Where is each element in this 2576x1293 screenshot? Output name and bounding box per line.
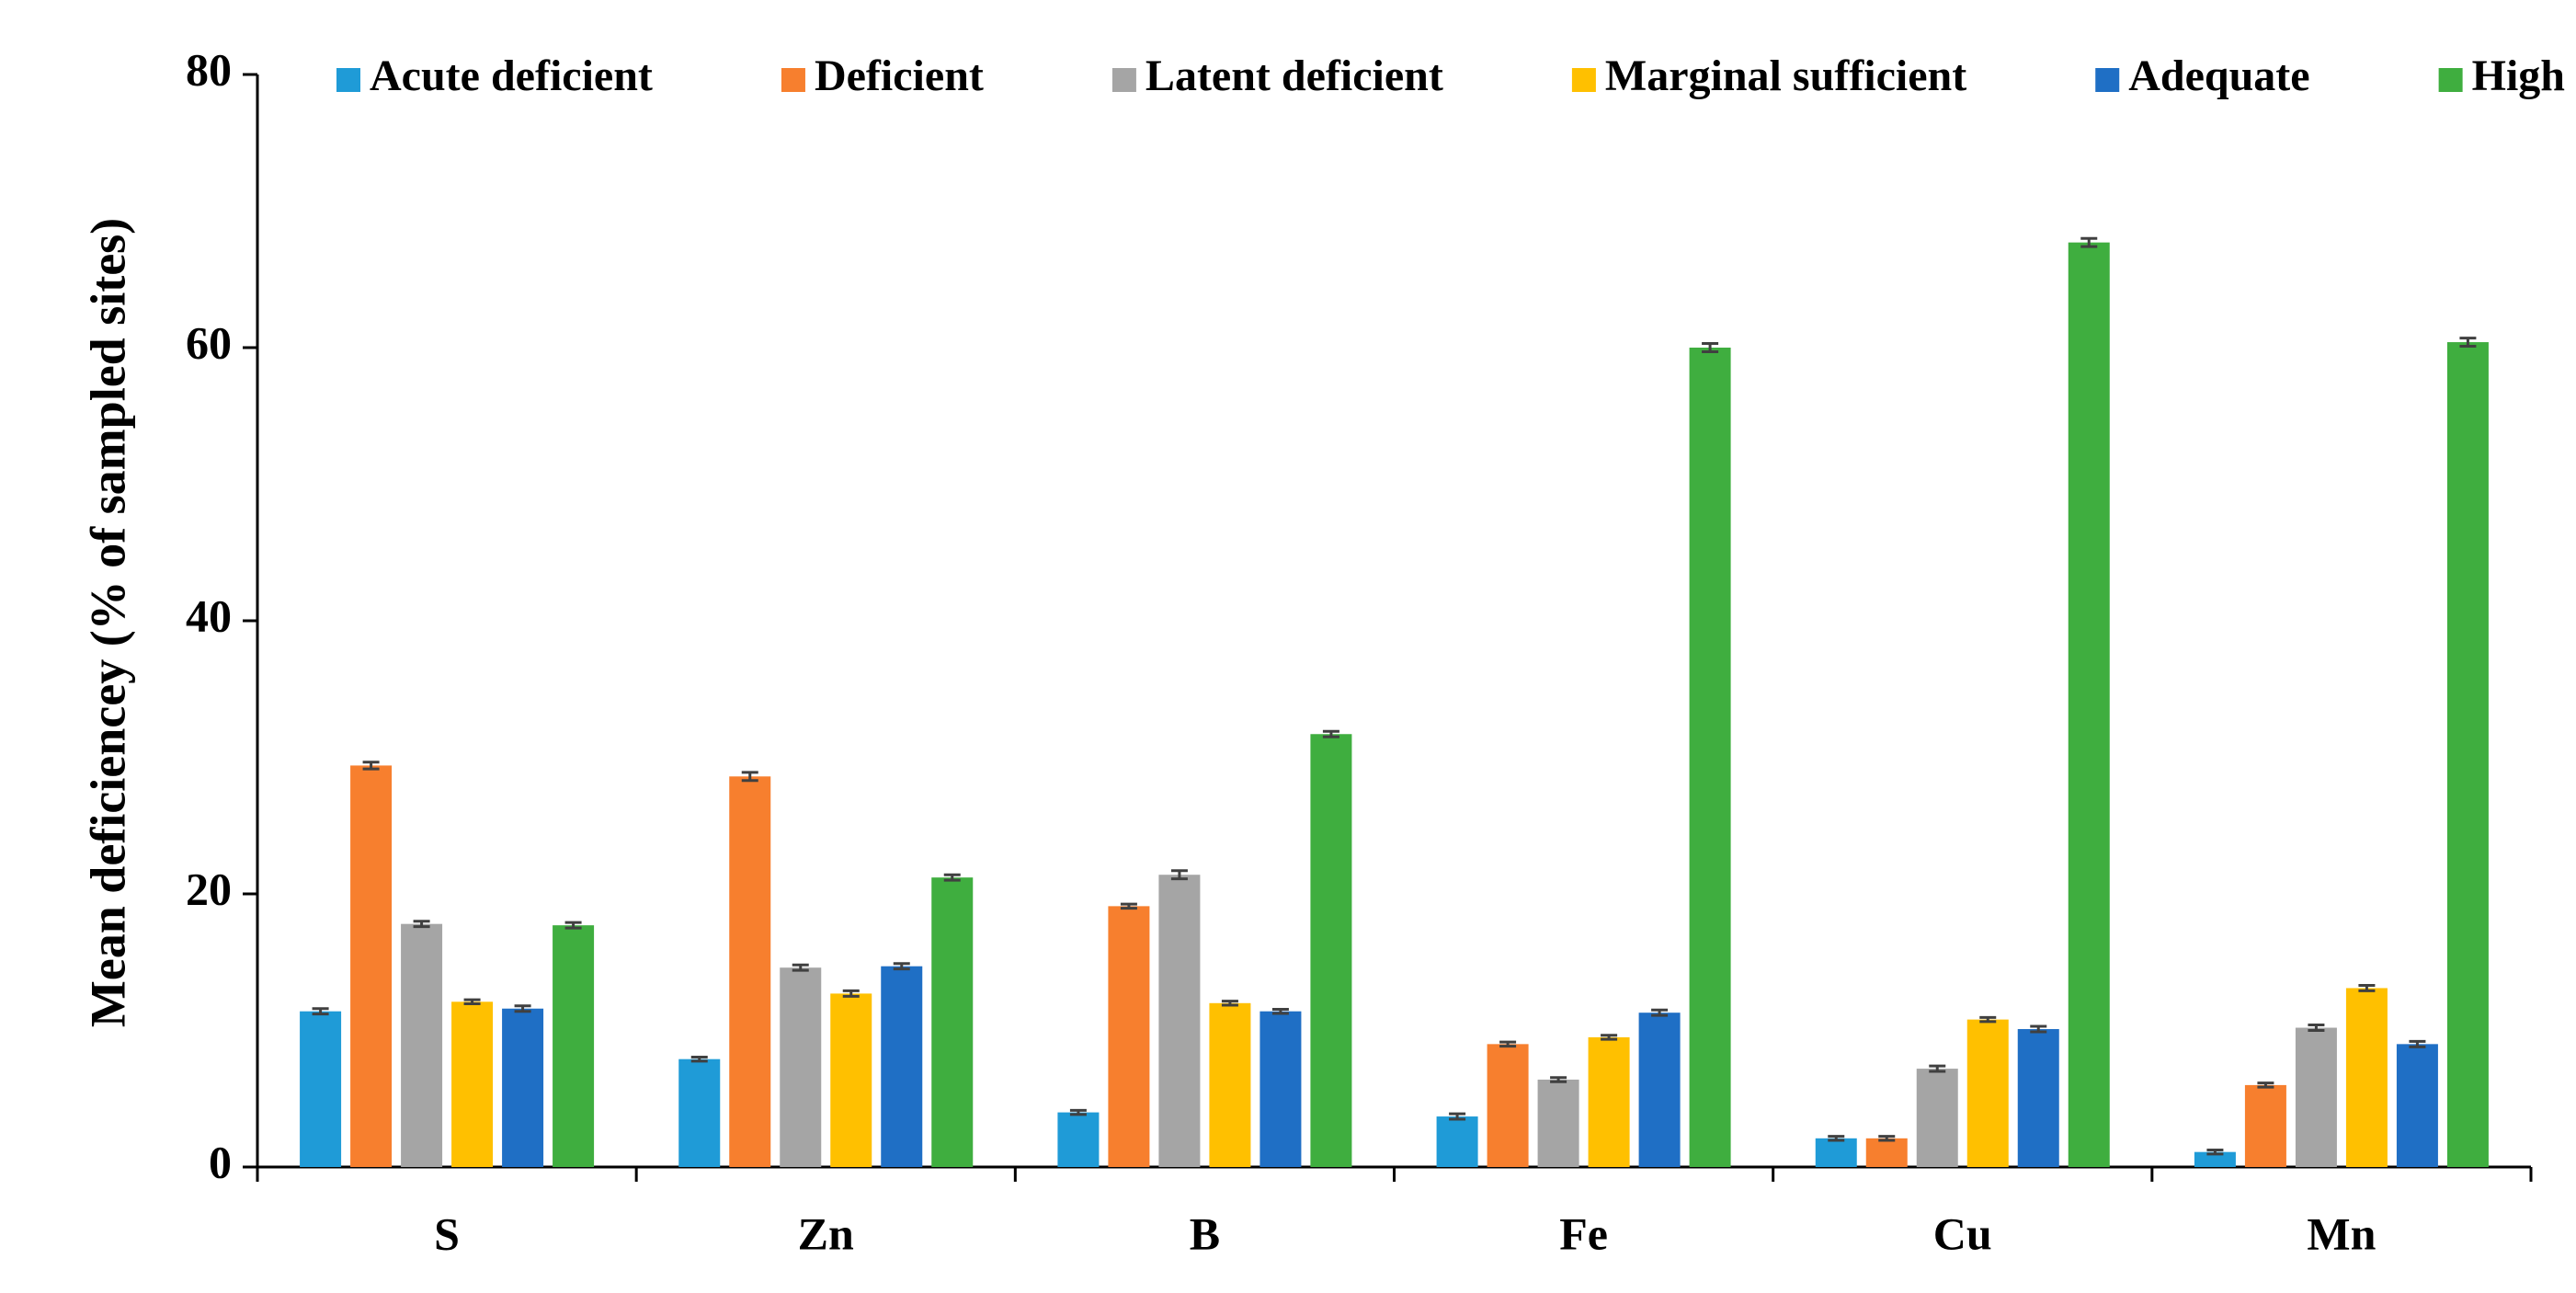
- error-bar: [1170, 869, 1188, 881]
- legend-swatch: [781, 68, 805, 92]
- error-bar: [1271, 1007, 1289, 1015]
- bar: [2446, 342, 2489, 1167]
- error-bar: [893, 962, 910, 971]
- y-axis-title: Mean deficiencey (% of sampled sites): [80, 218, 135, 1027]
- error-bar: [1702, 342, 1719, 353]
- error-bar: [1221, 1000, 1238, 1007]
- bar: [1916, 1069, 1958, 1167]
- error-bar: [2206, 1148, 2224, 1156]
- bar: [729, 776, 771, 1167]
- error-bar: [1499, 1040, 1517, 1048]
- error-bar: [2030, 1024, 2047, 1034]
- bar: [830, 993, 872, 1167]
- y-tick-label: 40: [186, 589, 232, 641]
- y-tick-label: 0: [209, 1136, 232, 1187]
- bar: [1638, 1013, 1681, 1167]
- legend-label: Marginal sufficient: [1605, 51, 1966, 100]
- x-tick-label: Mn: [2307, 1207, 2376, 1259]
- bar: [1260, 1011, 1302, 1167]
- legend-label: Deficient: [815, 51, 984, 100]
- bar: [1865, 1138, 1908, 1167]
- x-tick-label: Fe: [1559, 1207, 1608, 1259]
- x-tick-label: B: [1190, 1207, 1220, 1259]
- bar: [1689, 348, 1731, 1167]
- legend-label: High: [2472, 51, 2565, 100]
- error-bar: [1449, 1112, 1466, 1121]
- bar: [1815, 1138, 1857, 1167]
- bar: [2068, 242, 2110, 1167]
- bar: [931, 877, 974, 1167]
- legend-swatch: [1571, 68, 1596, 92]
- bar: [2295, 1027, 2337, 1167]
- error-bar: [1979, 1015, 1997, 1024]
- error-bar: [1601, 1034, 1618, 1041]
- error-bar: [2080, 236, 2098, 248]
- bar: [1487, 1044, 1529, 1167]
- error-bar: [1651, 1008, 1669, 1017]
- bar: [1310, 734, 1352, 1167]
- bar: [502, 1008, 544, 1167]
- x-tick-label: Zn: [798, 1207, 854, 1259]
- bar: [2194, 1151, 2236, 1167]
- error-bar: [943, 873, 961, 882]
- error-bar: [564, 921, 582, 930]
- error-bar: [1120, 902, 1137, 910]
- legend-label: Latent deficient: [1146, 51, 1443, 100]
- bar: [1436, 1116, 1478, 1167]
- error-bar: [2257, 1081, 2274, 1089]
- error-bar: [1322, 729, 1339, 738]
- error-bar: [463, 998, 481, 1006]
- bar: [678, 1058, 721, 1167]
- error-bar: [2308, 1024, 2325, 1032]
- legend-swatch: [2095, 68, 2120, 92]
- bar: [401, 923, 443, 1167]
- legend-label: Acute deficient: [370, 51, 653, 100]
- error-bar: [842, 989, 860, 998]
- legend-swatch: [336, 68, 360, 92]
- y-tick-label: 80: [186, 43, 232, 95]
- bar: [2244, 1084, 2286, 1167]
- legend-swatch: [2438, 68, 2463, 92]
- error-bar: [1929, 1064, 1946, 1073]
- error-bar: [413, 920, 430, 929]
- x-tick-label: S: [434, 1207, 460, 1259]
- bar: [1966, 1019, 2009, 1167]
- bar: [300, 1011, 342, 1167]
- bar: [1588, 1036, 1630, 1167]
- bar: [1108, 906, 1150, 1167]
- error-bar: [741, 771, 758, 783]
- error-bar: [1550, 1076, 1567, 1083]
- bar: [1537, 1079, 1579, 1167]
- error-bar: [2459, 337, 2477, 349]
- y-tick-label: 60: [186, 316, 232, 368]
- y-tick-label: 20: [186, 863, 232, 914]
- bar: [350, 765, 393, 1167]
- error-bar: [362, 761, 380, 771]
- bar: [2396, 1044, 2438, 1167]
- legend-label: Adequate: [2128, 51, 2309, 100]
- bar: [2017, 1029, 2059, 1167]
- error-bar: [514, 1004, 531, 1013]
- bar: [881, 966, 923, 1167]
- bar: [1209, 1002, 1251, 1167]
- bar: [1158, 875, 1201, 1167]
- bar: [2345, 988, 2388, 1167]
- error-bar: [792, 963, 809, 972]
- x-tick-label: Cu: [1933, 1207, 1992, 1259]
- error-bar: [2409, 1039, 2426, 1048]
- error-bar: [690, 1055, 708, 1063]
- bar: [780, 967, 822, 1167]
- error-bar: [1828, 1135, 1845, 1142]
- error-bar: [1878, 1135, 1896, 1142]
- error-bar: [1069, 1108, 1087, 1116]
- bar: [1057, 1112, 1100, 1167]
- error-bar: [312, 1007, 329, 1016]
- bar: [553, 925, 595, 1167]
- bar: [451, 1001, 494, 1167]
- error-bar: [2358, 983, 2376, 992]
- legend-swatch: [1111, 68, 1136, 92]
